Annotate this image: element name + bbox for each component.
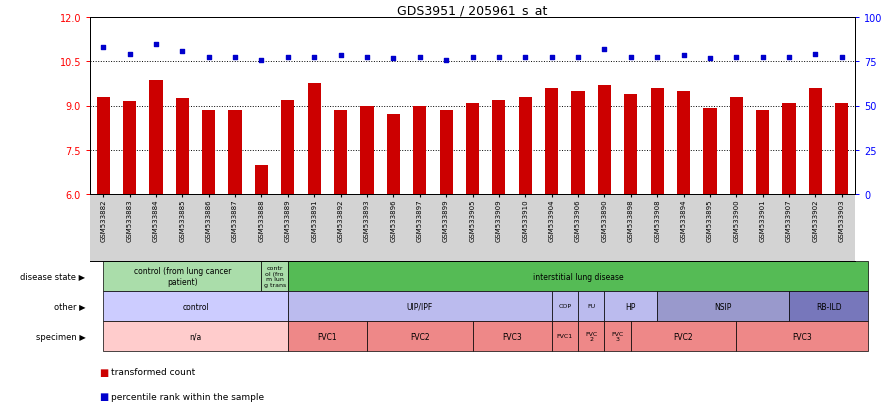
Point [202,55,216,61]
Bar [756,111,769,195]
Bar [360,106,374,195]
Bar [677,92,690,195]
Bar [228,111,241,195]
Text: percentile rank within the sample: percentile rank within the sample [111,392,264,401]
Point [255,57,269,64]
Text: FVC2: FVC2 [674,332,693,341]
Bar [598,85,611,195]
Bar [97,97,110,195]
Point [809,52,823,58]
Bar [440,111,453,195]
Bar [123,102,137,195]
Text: FVC1: FVC1 [557,334,573,339]
Point [149,41,163,48]
Bar [150,81,162,195]
Point [703,56,717,62]
Text: FVC3: FVC3 [502,332,522,341]
Text: interstitial lung disease: interstitial lung disease [533,272,624,281]
Point [122,52,137,58]
Point [624,55,638,61]
Point [281,55,295,61]
Text: contr
ol (fro
m lun
g trans: contr ol (fro m lun g trans [263,265,285,287]
Bar [175,99,189,195]
Point [677,53,691,59]
Text: other ▶: other ▶ [54,302,85,311]
Point [835,55,849,61]
Bar [307,84,321,195]
Text: ■: ■ [99,367,108,377]
Point [571,55,585,61]
Bar [387,115,400,195]
Point [228,55,242,61]
Text: FVC
3: FVC 3 [611,331,624,342]
Bar [492,100,506,195]
Point [360,55,374,61]
Text: FVC
2: FVC 2 [585,331,597,342]
Title: GDS3951 / 205961_s_at: GDS3951 / 205961_s_at [397,4,548,17]
Point [729,55,744,61]
Point [334,53,348,59]
Bar [466,103,479,195]
Text: n/a: n/a [189,332,202,341]
Text: control: control [182,302,209,311]
Text: HP: HP [626,302,636,311]
Bar [624,95,637,195]
Point [518,55,532,61]
Point [439,57,453,64]
Text: FVC2: FVC2 [410,332,430,341]
Bar [545,88,559,195]
Point [544,55,559,61]
Point [412,55,426,61]
Bar [650,88,663,195]
Point [782,55,796,61]
Bar [281,100,294,195]
Text: disease state ▶: disease state ▶ [20,272,85,281]
Bar [729,97,743,195]
Point [175,48,189,55]
Text: transformed count: transformed count [111,367,196,376]
Bar [703,109,716,195]
Text: FVC3: FVC3 [792,332,812,341]
Point [597,47,611,54]
Text: ■: ■ [99,392,108,401]
Text: specimen ▶: specimen ▶ [36,332,85,341]
Bar [572,92,585,195]
Text: COP: COP [559,304,571,309]
Point [465,55,479,61]
Point [756,55,770,61]
Text: control (from lung cancer
patient): control (from lung cancer patient) [134,267,231,286]
Point [96,44,110,51]
Point [492,55,506,61]
Text: RB-ILD: RB-ILD [816,302,841,311]
Bar [413,106,426,195]
Point [650,55,664,61]
Bar [202,111,215,195]
Point [307,55,322,61]
Bar [255,165,268,195]
Bar [809,88,822,195]
Text: NSIP: NSIP [714,302,732,311]
Bar [334,111,347,195]
Bar [519,97,532,195]
Bar [782,103,796,195]
Point [386,56,400,62]
Text: FVC1: FVC1 [318,332,337,341]
Text: UIP/IPF: UIP/IPF [407,302,433,311]
Bar [835,103,848,195]
Text: FU: FU [587,304,596,309]
